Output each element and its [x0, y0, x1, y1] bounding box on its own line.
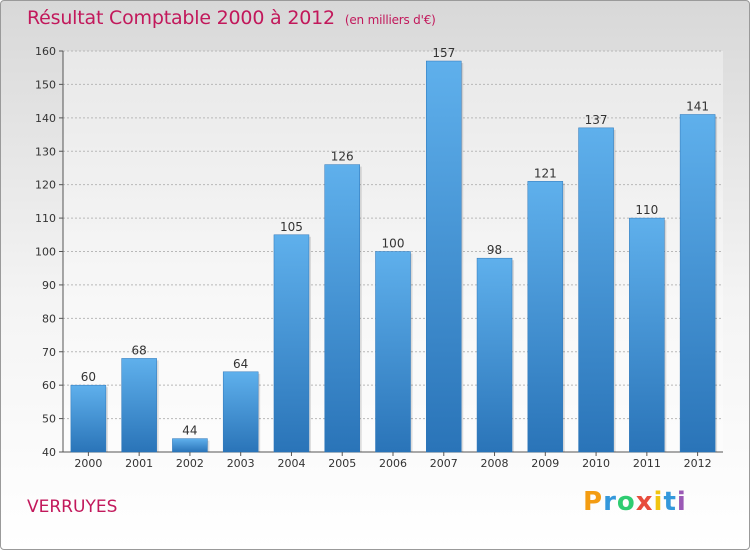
x-tick-label: 2005	[328, 457, 356, 470]
x-tick-label: 2012	[684, 457, 712, 470]
x-tick-label: 2003	[227, 457, 255, 470]
bar	[172, 438, 208, 453]
bar	[679, 114, 716, 453]
data-label: 141	[686, 99, 709, 113]
x-tick-label: 2004	[277, 457, 305, 470]
y-tick-label: 60	[42, 379, 56, 392]
location-label: VERRUYES	[27, 497, 118, 517]
y-tick-label: 70	[42, 346, 56, 359]
data-label: 121	[534, 166, 557, 180]
data-label: 157	[432, 46, 455, 60]
data-label: 110	[635, 203, 658, 217]
data-label: 68	[132, 343, 147, 357]
bar	[426, 60, 462, 453]
data-label: 137	[585, 113, 608, 127]
chart-title-text: Résultat Comptable 2000 à 2012	[27, 7, 335, 29]
x-tick-label: 2008	[481, 457, 509, 470]
bar	[222, 371, 259, 453]
y-tick-label: 150	[35, 78, 56, 91]
x-tick-label: 2006	[379, 457, 407, 470]
y-tick-label: 80	[42, 312, 56, 325]
x-tick-label: 2001	[125, 457, 153, 470]
y-tick-label: 140	[35, 112, 56, 125]
logo-letter: P	[583, 487, 604, 517]
bar	[629, 217, 665, 453]
logo-letter: o	[616, 487, 636, 517]
bar	[70, 384, 107, 453]
data-label: 126	[331, 150, 354, 164]
data-label: 98	[487, 243, 502, 257]
y-tick-label: 110	[35, 212, 56, 225]
data-label: 44	[182, 424, 197, 438]
bar	[578, 127, 614, 453]
y-tick-label: 90	[42, 279, 56, 292]
x-tick-label: 2007	[430, 457, 458, 470]
x-tick-label: 2010	[582, 457, 610, 470]
chart-title: Résultat Comptable 2000 à 2012 (en millie…	[27, 7, 436, 29]
chart-title-unit: (en milliers d'€)	[344, 13, 436, 27]
bar	[476, 257, 513, 453]
x-tick-label: 2000	[74, 457, 102, 470]
proxiti-logo: Proxiti	[583, 487, 687, 517]
logo-letter: i	[676, 487, 687, 517]
bar	[375, 251, 411, 453]
bar	[121, 358, 157, 453]
logo-letter: t	[663, 487, 677, 517]
y-tick-label: 120	[35, 179, 56, 192]
bar	[527, 181, 564, 453]
data-label: 64	[233, 357, 248, 371]
data-label: 100	[382, 237, 405, 251]
x-tick-label: 2002	[176, 457, 204, 470]
data-label: 60	[81, 370, 96, 384]
bar	[273, 234, 310, 453]
data-label: 105	[280, 220, 303, 234]
y-tick-label: 160	[35, 45, 56, 58]
x-tick-label: 2011	[633, 457, 661, 470]
y-tick-label: 130	[35, 145, 56, 158]
bar	[324, 164, 360, 453]
y-tick-label: 50	[42, 413, 56, 426]
logo-letter: i	[653, 487, 664, 517]
logo-letter: r	[603, 487, 617, 517]
y-tick-label: 100	[35, 246, 56, 259]
logo-letter: x	[635, 487, 654, 517]
x-tick-label: 2009	[531, 457, 559, 470]
y-tick-label: 40	[42, 446, 56, 459]
